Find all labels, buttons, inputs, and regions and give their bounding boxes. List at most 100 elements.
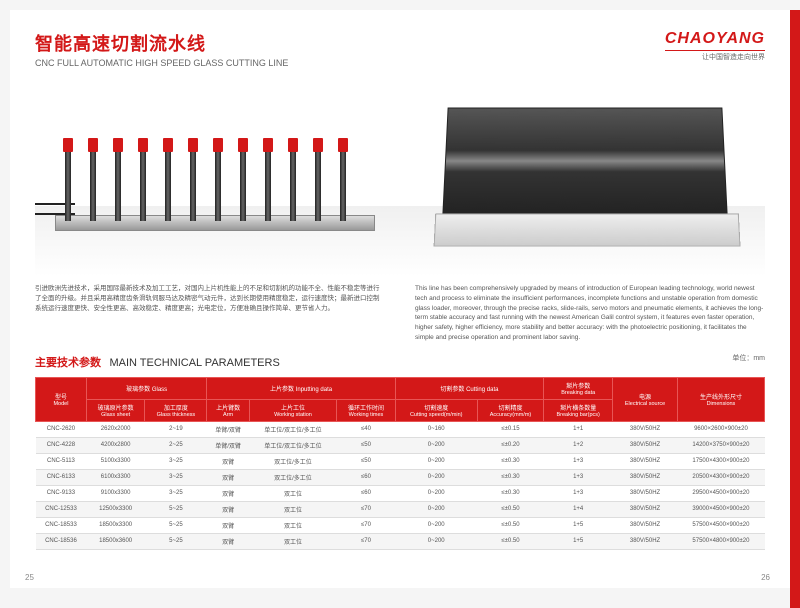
cell-st: 双工位 (249, 485, 336, 501)
rack-arm (138, 138, 148, 152)
cell-st: 双工位 (249, 501, 336, 517)
rack-post (90, 146, 96, 221)
rack-arm (338, 138, 348, 152)
th-times: 循环工作时间Working times (337, 399, 395, 421)
cell-m: CNC-4228 (36, 437, 87, 453)
cell-m: CNC-18533 (36, 517, 87, 533)
cell-arm: 双臂 (207, 485, 249, 501)
cell-sp: 0~200 (395, 501, 477, 517)
cell-el: 380V/50HZ (613, 437, 678, 453)
cell-bar: 1+4 (544, 501, 613, 517)
cell-ac: ≤±0.30 (477, 485, 543, 501)
rack-arm (163, 138, 173, 152)
cell-th: 2~19 (145, 421, 207, 437)
cell-dim: 39000×4500×900±20 (677, 501, 764, 517)
page-num-left: 25 (25, 573, 34, 582)
cell-dim: 14200×3750×900±20 (677, 437, 764, 453)
table-row: CNC-1253312500x33005~25双臂双工位≤700~200≤±0.… (36, 501, 765, 517)
th-sheet: 玻璃原片参数Glass sheet (86, 399, 144, 421)
th-accuracy: 切割精度Accuracy(mm/m) (477, 399, 543, 421)
th-bar: 掰片横条数量Breaking bar(pcs) (544, 399, 613, 421)
th-break: 掰片参数Breaking data (544, 377, 613, 399)
params-table: 型号Model 玻璃参数 Glass 上片参数 Inputting data 切… (35, 377, 765, 550)
cell-ac: ≤±0.15 (477, 421, 543, 437)
cell-ac: ≤±0.30 (477, 453, 543, 469)
cell-dim: 9600×2600×900±20 (677, 421, 764, 437)
cell-wt: ≤40 (337, 421, 395, 437)
table-row: CNC-26202620x20002~19单臂/双臂单工位/双工位/多工位≤40… (36, 421, 765, 437)
th-glass: 玻璃参数 Glass (86, 377, 207, 399)
table-row: CNC-42284200x28002~25单臂/双臂单工位/双工位/多工位≤50… (36, 437, 765, 453)
cell-sheet: 5100x3300 (86, 453, 144, 469)
cell-bar: 1+2 (544, 437, 613, 453)
rack-post (190, 146, 196, 221)
cell-bar: 1+5 (544, 533, 613, 549)
rack-post (215, 146, 221, 221)
cell-dim: 17500×4300×900±20 (677, 453, 764, 469)
rack-post (315, 146, 321, 221)
cell-el: 380V/50HZ (613, 469, 678, 485)
cell-sheet: 9100x3300 (86, 485, 144, 501)
cell-wt: ≤60 (337, 485, 395, 501)
cell-m: CNC-2620 (36, 421, 87, 437)
cell-st: 双工位/多工位 (249, 453, 336, 469)
cell-th: 5~25 (145, 533, 207, 549)
th-speed: 切割速度Cutting speed(m/min) (395, 399, 477, 421)
rack-post (290, 146, 296, 221)
catalog-page: 智能高速切割流水线 CNC FULL AUTOMATIC HIGH SPEED … (10, 10, 790, 588)
rack-post (65, 146, 71, 221)
cell-bar: 1+3 (544, 469, 613, 485)
cell-dim: 20500×4300×900±20 (677, 469, 764, 485)
rack-post (140, 146, 146, 221)
rack-post (265, 146, 271, 221)
cell-el: 380V/50HZ (613, 501, 678, 517)
cell-sp: 0~200 (395, 533, 477, 549)
cell-wt: ≤70 (337, 517, 395, 533)
rack-arm (288, 138, 298, 152)
cutting-table (442, 108, 727, 217)
rack-post (165, 146, 171, 221)
brand-block: CHAOYANG 让中国智造走向世界 (665, 30, 765, 62)
cell-th: 5~25 (145, 517, 207, 533)
brand-tagline: 让中国智造走向世界 (665, 52, 765, 62)
header: 智能高速切割流水线 CNC FULL AUTOMATIC HIGH SPEED … (35, 30, 765, 68)
cell-arm: 双臂 (207, 469, 249, 485)
rack-post (240, 146, 246, 221)
table-row: CNC-1853318500x33005~25双臂双工位≤700~200≤±0.… (36, 517, 765, 533)
cell-st: 双工位 (249, 533, 336, 549)
rack-arm (63, 138, 73, 152)
cell-arm: 双臂 (207, 517, 249, 533)
cell-arm: 单臂/双臂 (207, 437, 249, 453)
cell-sp: 0~200 (395, 453, 477, 469)
cell-sp: 0~200 (395, 437, 477, 453)
table-row: CNC-1853618500x36005~25双臂双工位≤700~200≤±0.… (36, 533, 765, 549)
cell-sp: 0~160 (395, 421, 477, 437)
rack-post (115, 146, 121, 221)
th-arm: 上片臂数Arm (207, 399, 249, 421)
cell-sheet: 18500x3300 (86, 517, 144, 533)
cell-th: 5~25 (145, 501, 207, 517)
cell-wt: ≤50 (337, 453, 395, 469)
cell-arm: 单臂/双臂 (207, 421, 249, 437)
rack-arm (113, 138, 123, 152)
cell-st: 双工位/多工位 (249, 469, 336, 485)
cell-wt: ≤70 (337, 501, 395, 517)
cell-sp: 0~200 (395, 485, 477, 501)
params-title: 主要技术参数 MAIN TECHNICAL PARAMETERS 单位：mm (35, 353, 765, 371)
cell-ac: ≤±0.50 (477, 517, 543, 533)
cell-m: CNC-9133 (36, 485, 87, 501)
cell-m: CNC-5113 (36, 453, 87, 469)
title-cn: 智能高速切割流水线 (35, 30, 288, 56)
rack-arm (188, 138, 198, 152)
table-row: CNC-51135100x33003~25双臂双工位/多工位≤500~200≤±… (36, 453, 765, 469)
cell-sp: 0~200 (395, 517, 477, 533)
th-dim: 生产线外形尺寸Dimensions (677, 377, 764, 421)
cell-th: 3~25 (145, 453, 207, 469)
cell-sheet: 2620x2000 (86, 421, 144, 437)
cell-bar: 1+5 (544, 517, 613, 533)
title-block: 智能高速切割流水线 CNC FULL AUTOMATIC HIGH SPEED … (35, 30, 288, 68)
cell-sp: 0~200 (395, 469, 477, 485)
cell-arm: 双臂 (207, 533, 249, 549)
unit-label: 单位：mm (732, 353, 765, 363)
cell-el: 380V/50HZ (613, 421, 678, 437)
